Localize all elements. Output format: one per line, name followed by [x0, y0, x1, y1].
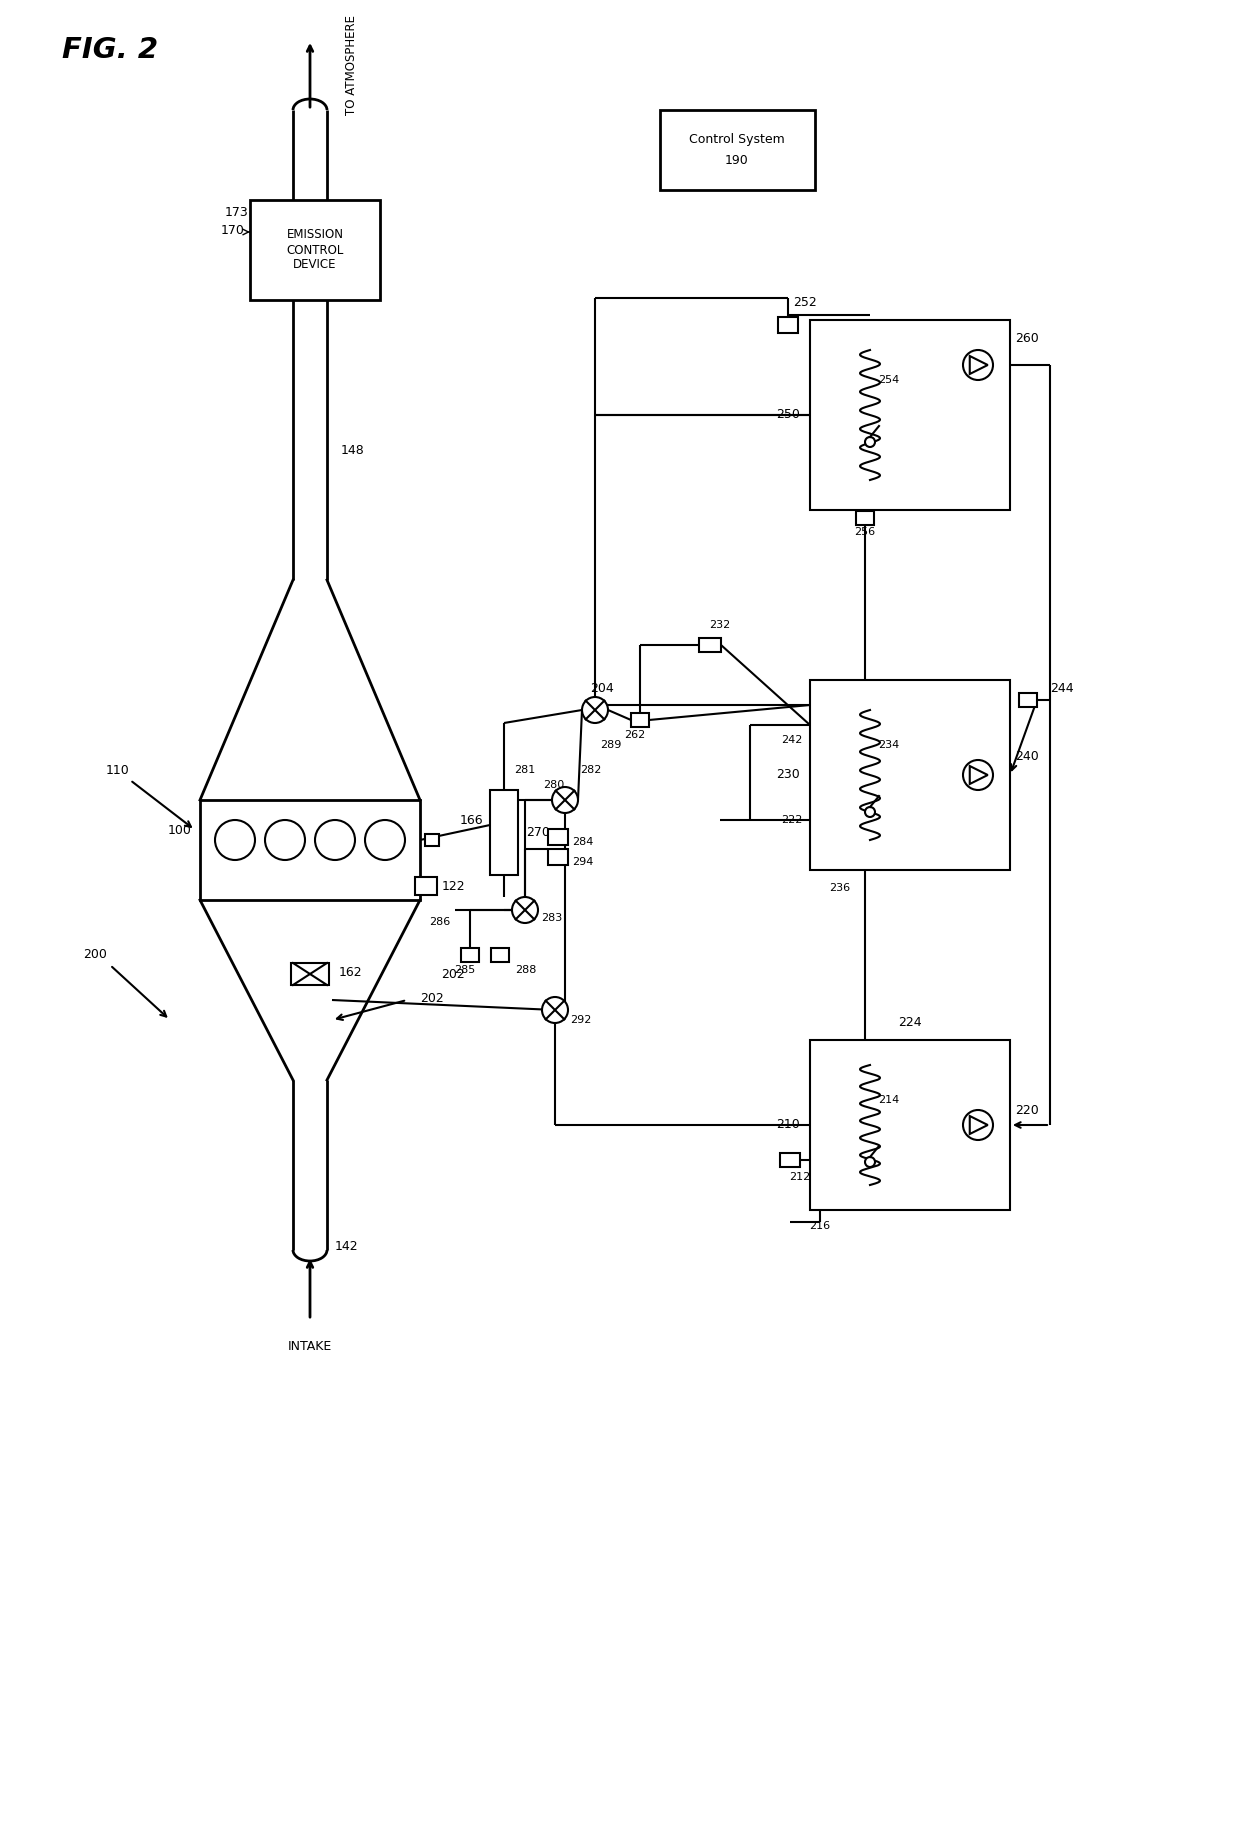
- Text: 282: 282: [580, 765, 601, 774]
- Circle shape: [265, 820, 305, 860]
- Text: INTAKE: INTAKE: [288, 1340, 332, 1352]
- Text: 240: 240: [1016, 750, 1039, 763]
- Circle shape: [963, 350, 993, 381]
- Text: 256: 256: [854, 527, 875, 536]
- Bar: [548, 829, 568, 845]
- Circle shape: [365, 820, 405, 860]
- Polygon shape: [970, 1116, 988, 1135]
- Polygon shape: [970, 767, 988, 783]
- Bar: [425, 834, 439, 845]
- Text: 283: 283: [541, 913, 562, 922]
- Text: 294: 294: [572, 856, 594, 867]
- Circle shape: [963, 759, 993, 791]
- Circle shape: [866, 437, 875, 447]
- Text: 232: 232: [709, 620, 730, 630]
- Text: 190: 190: [725, 154, 749, 167]
- Circle shape: [963, 1111, 993, 1140]
- Text: 280: 280: [543, 780, 564, 791]
- Bar: [856, 511, 874, 525]
- Bar: [810, 681, 1011, 869]
- Text: TO ATMOSPHERE: TO ATMOSPHERE: [345, 15, 358, 115]
- Text: 214: 214: [878, 1094, 899, 1105]
- Text: Control System: Control System: [689, 134, 785, 146]
- Circle shape: [542, 997, 568, 1023]
- Bar: [780, 1153, 800, 1168]
- Text: 284: 284: [572, 836, 594, 847]
- Bar: [1019, 694, 1037, 706]
- Circle shape: [315, 820, 355, 860]
- Text: 204: 204: [590, 681, 614, 695]
- Text: 281: 281: [513, 765, 534, 774]
- Text: EMISSION
CONTROL
DEVICE: EMISSION CONTROL DEVICE: [286, 229, 343, 271]
- Text: 289: 289: [600, 739, 621, 750]
- Text: 142: 142: [335, 1241, 358, 1254]
- Text: 200: 200: [83, 948, 107, 961]
- Text: 220: 220: [1016, 1103, 1039, 1116]
- Bar: [415, 877, 436, 895]
- Text: 224: 224: [898, 1016, 921, 1028]
- Text: 230: 230: [776, 769, 800, 781]
- Circle shape: [866, 807, 875, 816]
- Text: 173: 173: [224, 205, 248, 218]
- Circle shape: [866, 1157, 875, 1168]
- Text: 202: 202: [441, 968, 465, 981]
- Text: 252: 252: [794, 295, 817, 309]
- Text: 285: 285: [454, 964, 476, 975]
- Bar: [461, 948, 479, 963]
- Text: 100: 100: [169, 824, 192, 836]
- Text: 212: 212: [790, 1171, 811, 1182]
- Text: 244: 244: [1050, 681, 1074, 695]
- Text: 166: 166: [460, 814, 484, 827]
- Text: 260: 260: [1016, 331, 1039, 344]
- Bar: [810, 1039, 1011, 1210]
- Bar: [491, 948, 508, 963]
- Text: 270: 270: [526, 827, 549, 840]
- Text: 202: 202: [420, 992, 444, 1005]
- Bar: [699, 639, 720, 651]
- Bar: [291, 963, 329, 985]
- Text: 254: 254: [878, 375, 899, 384]
- Bar: [200, 800, 420, 900]
- Text: 250: 250: [776, 408, 800, 421]
- Text: 170: 170: [221, 223, 246, 236]
- Bar: [810, 320, 1011, 511]
- Bar: [250, 199, 379, 300]
- Text: FIG. 2: FIG. 2: [62, 37, 159, 64]
- Polygon shape: [970, 357, 988, 373]
- Text: 236: 236: [830, 884, 851, 893]
- Text: 110: 110: [107, 763, 130, 776]
- Circle shape: [512, 897, 538, 922]
- Text: 292: 292: [570, 1016, 591, 1025]
- Text: 234: 234: [878, 739, 899, 750]
- Text: 242: 242: [781, 736, 802, 745]
- Circle shape: [552, 787, 578, 813]
- Text: 148: 148: [341, 443, 365, 456]
- Circle shape: [215, 820, 255, 860]
- Bar: [777, 317, 799, 333]
- Bar: [548, 849, 568, 866]
- Text: 262: 262: [625, 730, 646, 739]
- Text: 222: 222: [781, 814, 802, 825]
- Text: 216: 216: [810, 1221, 831, 1232]
- Bar: [631, 714, 649, 727]
- Bar: [660, 110, 815, 190]
- Text: 162: 162: [339, 966, 362, 979]
- Bar: [490, 791, 518, 875]
- Text: 288: 288: [515, 964, 537, 975]
- Text: 286: 286: [429, 917, 450, 928]
- Text: 122: 122: [441, 880, 466, 893]
- Circle shape: [582, 697, 608, 723]
- Text: 210: 210: [776, 1118, 800, 1131]
